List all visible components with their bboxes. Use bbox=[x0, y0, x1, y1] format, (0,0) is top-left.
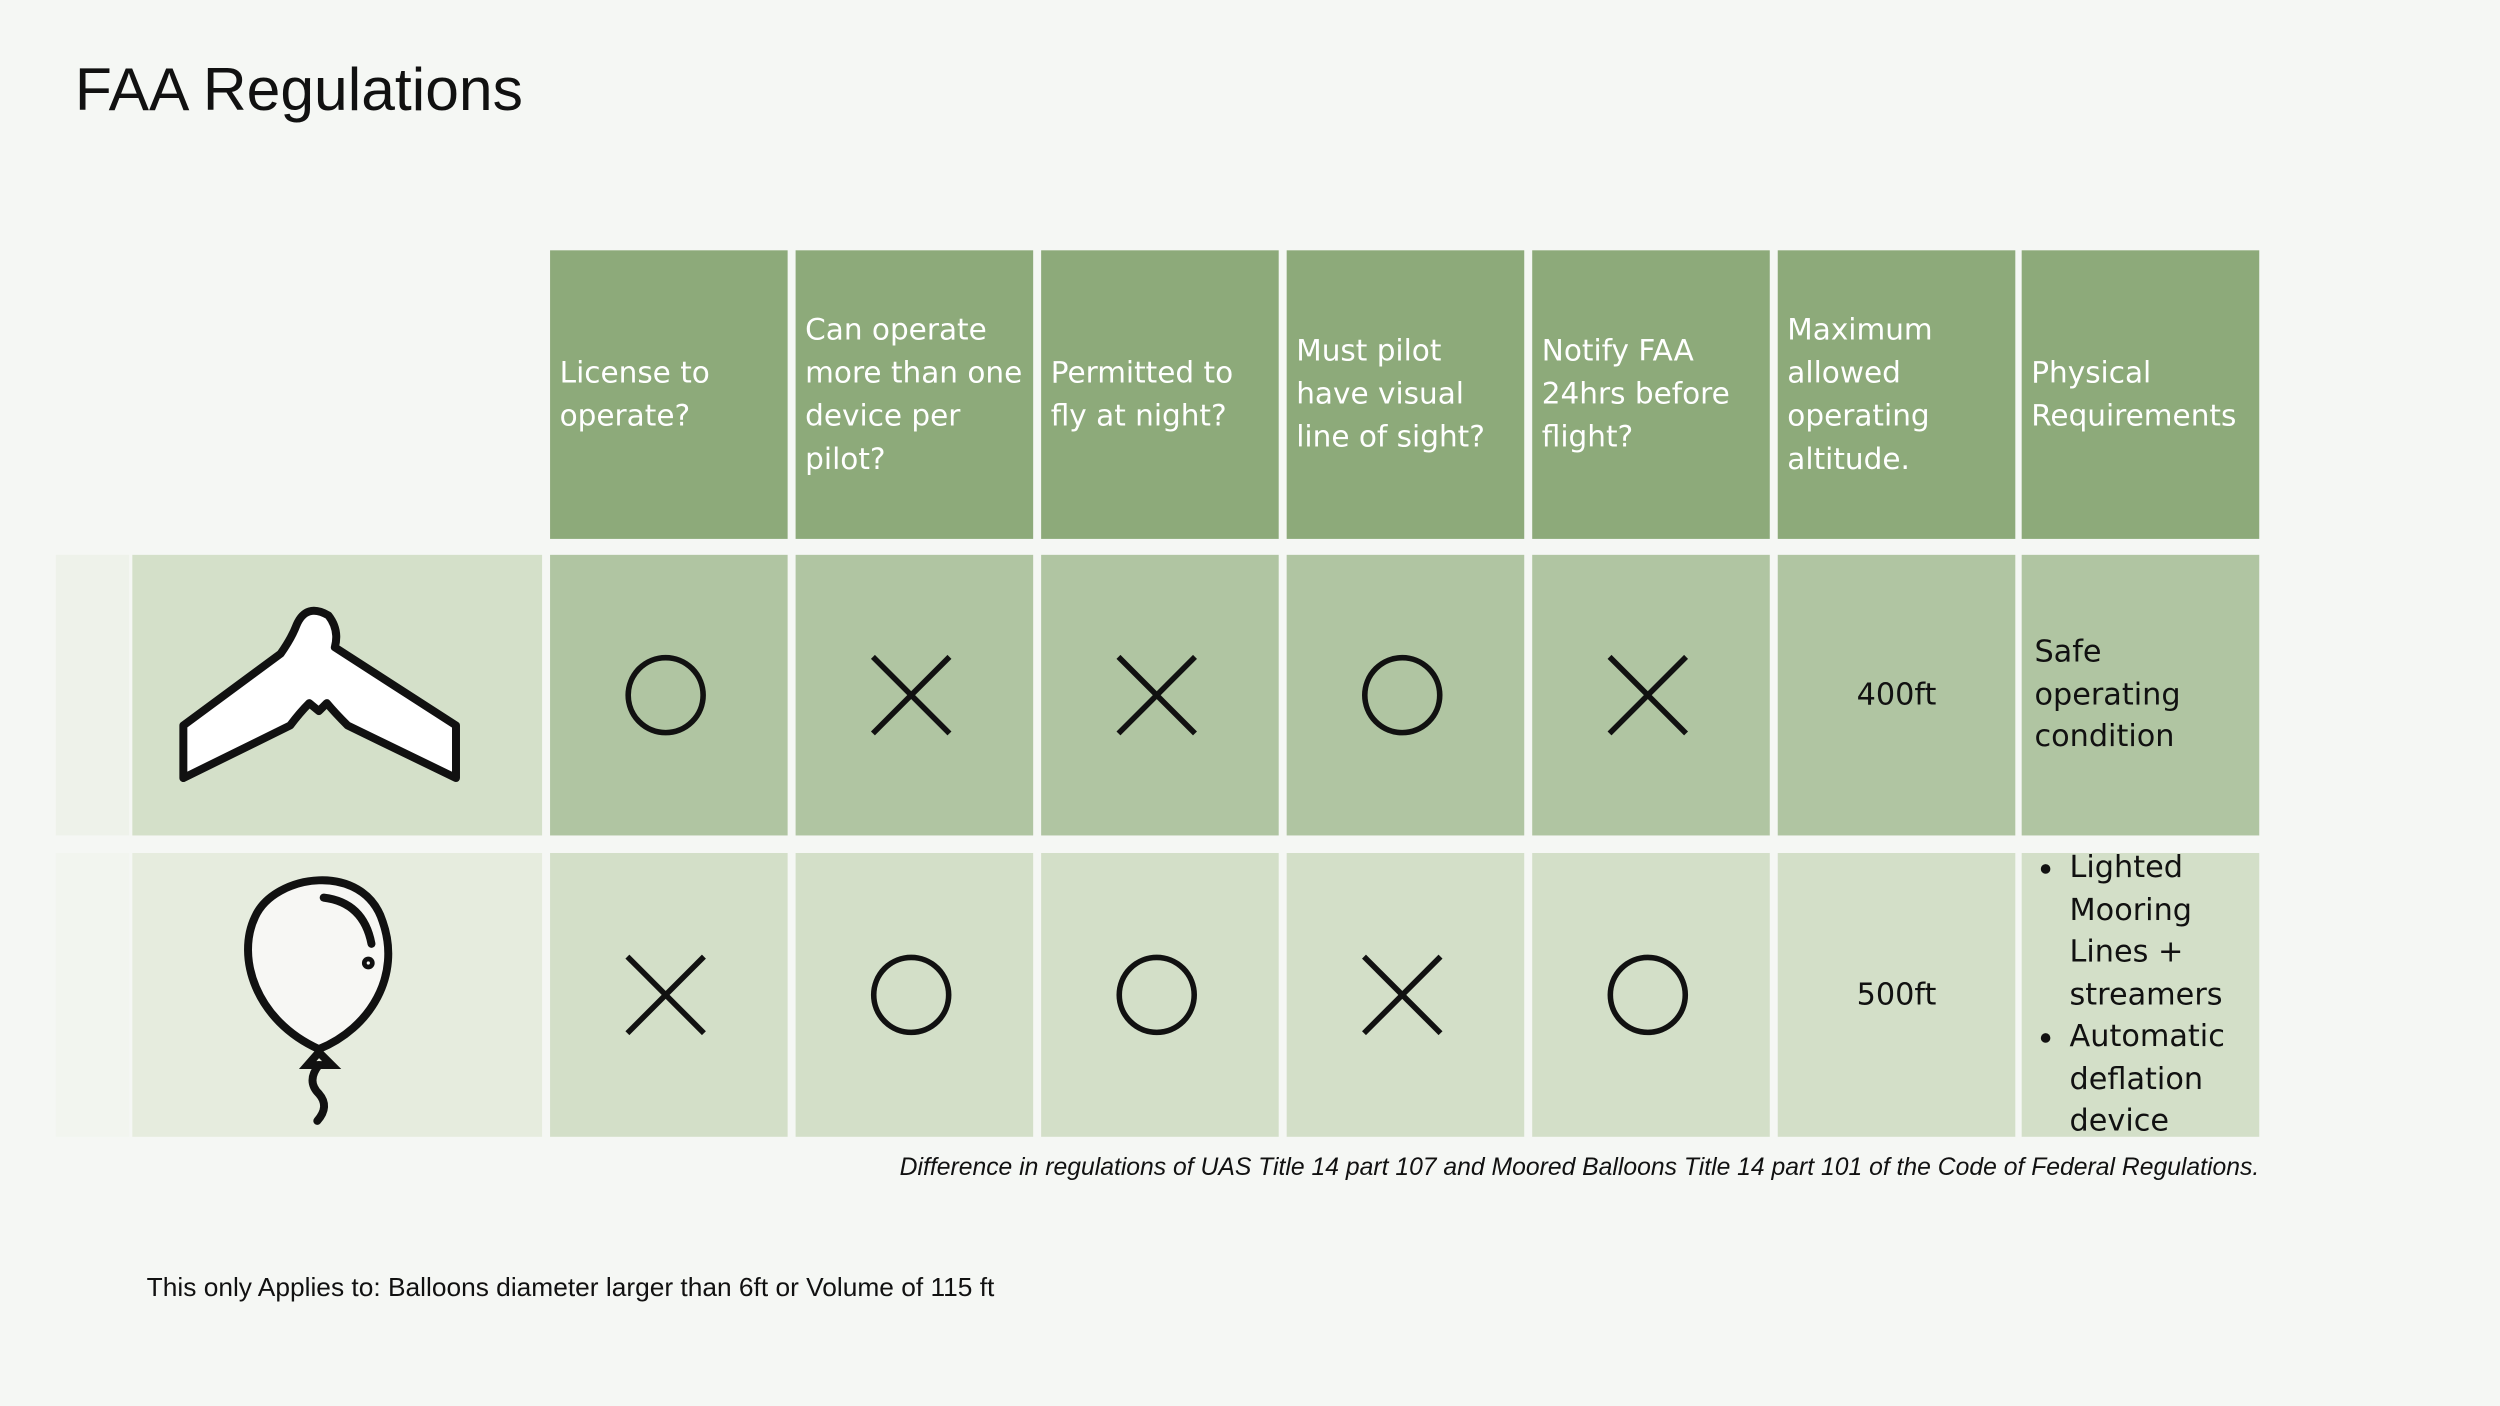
circle-symbol bbox=[1116, 954, 1197, 1036]
column-header: License to operate? bbox=[550, 250, 788, 539]
cross-symbol bbox=[625, 954, 706, 1036]
circle-symbol bbox=[870, 954, 952, 1036]
footnote: This only Applies to: Balloons diameter … bbox=[146, 1273, 995, 1303]
column-header: Can operate more than one device per pil… bbox=[795, 250, 1034, 539]
column-header: Maximum allowed operating altitude. bbox=[1777, 250, 2016, 539]
cross-symbol bbox=[1607, 654, 1689, 736]
row-stub bbox=[55, 852, 130, 1137]
cross-symbol bbox=[870, 654, 952, 736]
caption: Difference in regulations of UAS Title 1… bbox=[899, 1154, 2260, 1182]
table-cell: Safe operating condition bbox=[2021, 554, 2260, 836]
table-cell: 500ft bbox=[1777, 852, 2016, 1137]
cross-symbol bbox=[1116, 654, 1197, 736]
column-header: Notify FAA 24hrs before flight? bbox=[1532, 250, 1770, 539]
requirement: Lighted Mooring Lines + streamers bbox=[2070, 847, 2250, 1016]
altitude: 500ft bbox=[1856, 976, 1937, 1013]
altitude: 400ft bbox=[1856, 677, 1937, 713]
table-cell bbox=[1532, 852, 1770, 1137]
column-header: Physical Requirements bbox=[2021, 250, 2260, 539]
column-header: Permitted to fly at night? bbox=[1041, 250, 1279, 539]
drone-icon bbox=[179, 606, 460, 783]
circle-symbol bbox=[1607, 954, 1689, 1036]
column-header: Must pilot have visual line of sight? bbox=[1286, 250, 1525, 539]
circle-symbol bbox=[1362, 654, 1443, 736]
table-cell bbox=[1286, 554, 1525, 836]
row-stub bbox=[55, 554, 130, 836]
circle-symbol bbox=[625, 654, 706, 736]
table-cell bbox=[795, 852, 1034, 1137]
cross-symbol bbox=[1362, 954, 1443, 1036]
title: FAA Regulations bbox=[74, 57, 523, 125]
table-cell bbox=[550, 554, 788, 836]
balloon-icon bbox=[244, 876, 393, 1125]
table-cell bbox=[1041, 852, 1279, 1137]
table-cell: 400ft bbox=[1777, 554, 2016, 836]
requirements-list: Lighted Mooring Lines + streamersAutomat… bbox=[2034, 847, 2249, 1143]
requirements-list: Safe operating condition bbox=[2034, 632, 2249, 759]
requirement: Automatic deflation device bbox=[2070, 1016, 2250, 1143]
table-cell: Lighted Mooring Lines + streamersAutomat… bbox=[2021, 850, 2260, 1139]
requirement: Safe operating condition bbox=[2034, 634, 2181, 755]
